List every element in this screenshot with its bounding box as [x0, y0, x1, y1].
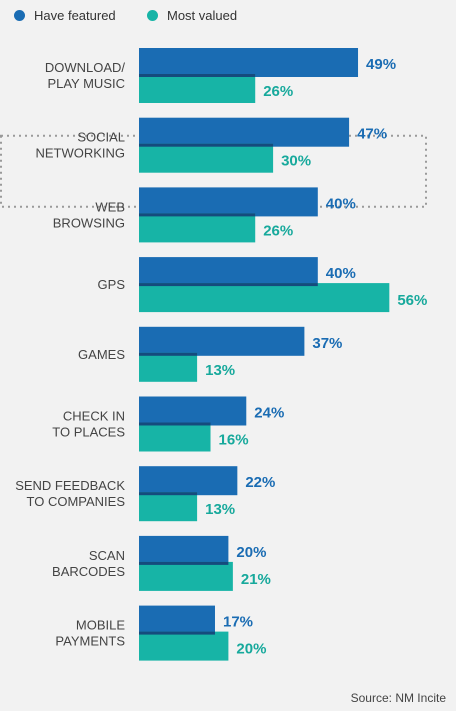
valued-value-label: 56% — [397, 292, 427, 309]
legend-valued-label: Most valued — [167, 8, 238, 23]
legend-valued: Most valued — [147, 8, 237, 23]
featured-value-label: 20% — [236, 544, 266, 561]
featured-value-label: 37% — [312, 335, 342, 352]
valued-value-label: 16% — [219, 432, 249, 449]
featured-value-label: 49% — [366, 56, 396, 73]
valued-bar — [139, 283, 390, 313]
overlap-band — [139, 561, 229, 565]
valued-value-label: 30% — [281, 153, 311, 170]
category-label: WEB — [95, 199, 125, 214]
category-label: NETWORKING — [35, 146, 125, 161]
featured-bar — [139, 535, 229, 565]
featured-value-label: 40% — [326, 265, 356, 282]
category-label: GPS — [98, 277, 126, 292]
valued-value-label: 26% — [263, 83, 293, 100]
category-label: MOBILE — [76, 618, 125, 633]
overlap-band — [139, 352, 198, 356]
category-label: BARCODES — [52, 564, 125, 579]
overlap-band — [139, 492, 198, 496]
category-label: GAMES — [78, 347, 125, 362]
category-label: CHECK IN — [63, 409, 125, 424]
valued-value-label: 13% — [205, 362, 235, 379]
category-label: BROWSING — [53, 215, 125, 230]
valued-value-label: 21% — [241, 571, 271, 588]
overlap-band — [139, 631, 215, 635]
overlap-band — [139, 143, 274, 147]
valued-bar — [139, 143, 274, 173]
featured-bar — [139, 48, 359, 77]
featured-bar — [139, 187, 318, 217]
featured-bar — [139, 396, 247, 426]
featured-value-label: 22% — [245, 474, 275, 491]
featured-value-label: 40% — [326, 195, 356, 212]
featured-bar — [139, 605, 215, 635]
valued-bar — [139, 631, 229, 661]
legend-featured-label: Have featured — [34, 8, 116, 23]
featured-value-label: 47% — [357, 126, 387, 143]
overlap-band — [139, 283, 318, 287]
legend-valued-swatch — [147, 10, 158, 21]
featured-value-label: 17% — [223, 614, 253, 631]
category-label: TO COMPANIES — [27, 494, 126, 509]
overlap-band — [139, 213, 256, 217]
valued-bar — [139, 213, 256, 243]
valued-value-label: 13% — [205, 501, 235, 518]
category-label: SOCIAL — [77, 130, 125, 145]
featured-value-label: 24% — [254, 405, 284, 422]
category-label: SEND FEEDBACK — [15, 478, 125, 493]
valued-bar — [139, 352, 198, 382]
legend-featured-swatch — [14, 10, 25, 21]
overlap-band — [139, 74, 256, 77]
featured-bar — [139, 117, 350, 147]
featured-bar — [139, 466, 238, 496]
legend-featured: Have featured — [14, 8, 116, 23]
category-label: PLAY MUSIC — [47, 76, 125, 91]
valued-value-label: 20% — [236, 641, 266, 658]
valued-value-label: 26% — [263, 222, 293, 239]
valued-bar — [139, 492, 198, 522]
overlap-band — [139, 422, 211, 426]
valued-bar — [139, 422, 211, 452]
valued-bar — [139, 74, 256, 103]
category-label: SCAN — [89, 548, 125, 563]
category-label: TO PLACES — [52, 425, 125, 440]
category-label: PAYMENTS — [55, 634, 125, 649]
featured-bar — [139, 326, 305, 356]
valued-bar — [139, 561, 233, 591]
featured-bar — [139, 257, 318, 287]
category-label: DOWNLOAD/ — [45, 60, 126, 75]
source-note: Source: NM Incite — [350, 691, 446, 705]
